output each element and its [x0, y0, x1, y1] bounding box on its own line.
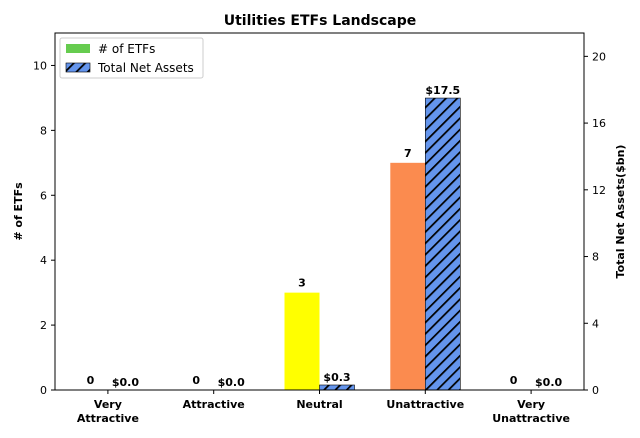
data-label-total-net-assets-1: $0.0 [218, 376, 245, 389]
bar-etf-count-2 [284, 292, 320, 390]
y2-tick-label-3: 12 [592, 184, 606, 197]
x-tick-label-4-1: Unattractive [492, 412, 570, 425]
legend-swatch-total-net-assets [65, 62, 91, 73]
data-label-total-net-assets-2: $0.3 [323, 371, 350, 384]
y2-tick-label-4: 16 [592, 117, 606, 130]
data-label-total-net-assets-0: $0.0 [112, 376, 139, 389]
y2-axis-label: Total Net Assets($bn) [614, 145, 627, 279]
x-tick-label-0-0: Very [94, 398, 122, 411]
chart-title: Utilities ETFs Landscape [224, 13, 417, 29]
legend-label-etf-count: # of ETFs [98, 42, 155, 56]
bar-total-net-assets-2 [319, 384, 355, 391]
legend: # of ETFs Total Net Assets [59, 37, 204, 79]
x-tick-label-4-0: Very [517, 398, 545, 411]
data-label-etf-count-3: 7 [404, 147, 412, 160]
x-tick-label-0-1: Attractive [77, 412, 139, 425]
y2-tick-label-0: 0 [592, 384, 599, 397]
y-tick-label-5: 10 [33, 59, 47, 72]
y-tick-label-4: 8 [40, 124, 47, 137]
y2-tick-label-1: 4 [592, 317, 599, 330]
data-label-etf-count-2: 3 [298, 277, 306, 290]
x-tick-label-2-0: Neutral [296, 398, 342, 411]
plot-frame [54, 32, 585, 391]
data-label-total-net-assets-4: $0.0 [535, 376, 562, 389]
bar-etf-count-3 [390, 162, 426, 390]
y2-tick-label-2: 8 [592, 251, 599, 264]
y-tick-label-0: 0 [40, 384, 47, 397]
y-axis-label: # of ETFs [12, 182, 25, 241]
legend-swatch-etf-count [66, 44, 90, 53]
y-tick-label-1: 2 [40, 319, 47, 332]
y-tick-label-2: 4 [40, 254, 47, 267]
y2-tick-label-5: 20 [592, 50, 606, 63]
x-tick-label-1-0: Attractive [183, 398, 245, 411]
data-label-etf-count-4: 0 [510, 374, 518, 387]
bar-total-net-assets-3 [424, 97, 461, 391]
y-tick-label-3: 6 [40, 189, 47, 202]
data-label-total-net-assets-3: $17.5 [425, 84, 460, 97]
legend-frame [59, 37, 204, 79]
x-tick-label-3-0: Unattractive [386, 398, 464, 411]
data-label-etf-count-0: 0 [87, 374, 95, 387]
legend-label-total-net-assets: Total Net Assets [97, 61, 194, 75]
data-label-etf-count-1: 0 [192, 374, 200, 387]
